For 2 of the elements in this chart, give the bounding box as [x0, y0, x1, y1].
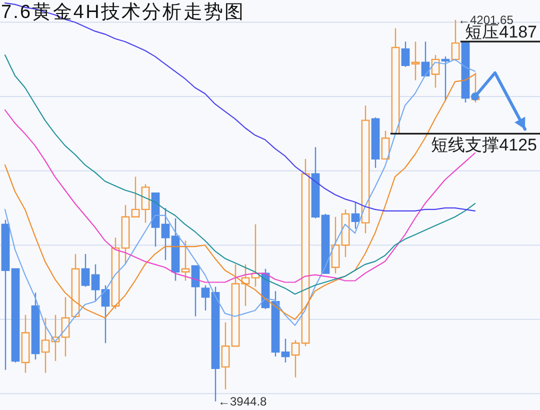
ref-line-label: 短线支撑4125 [431, 136, 537, 155]
annotation: ←3944.8 [218, 394, 267, 408]
